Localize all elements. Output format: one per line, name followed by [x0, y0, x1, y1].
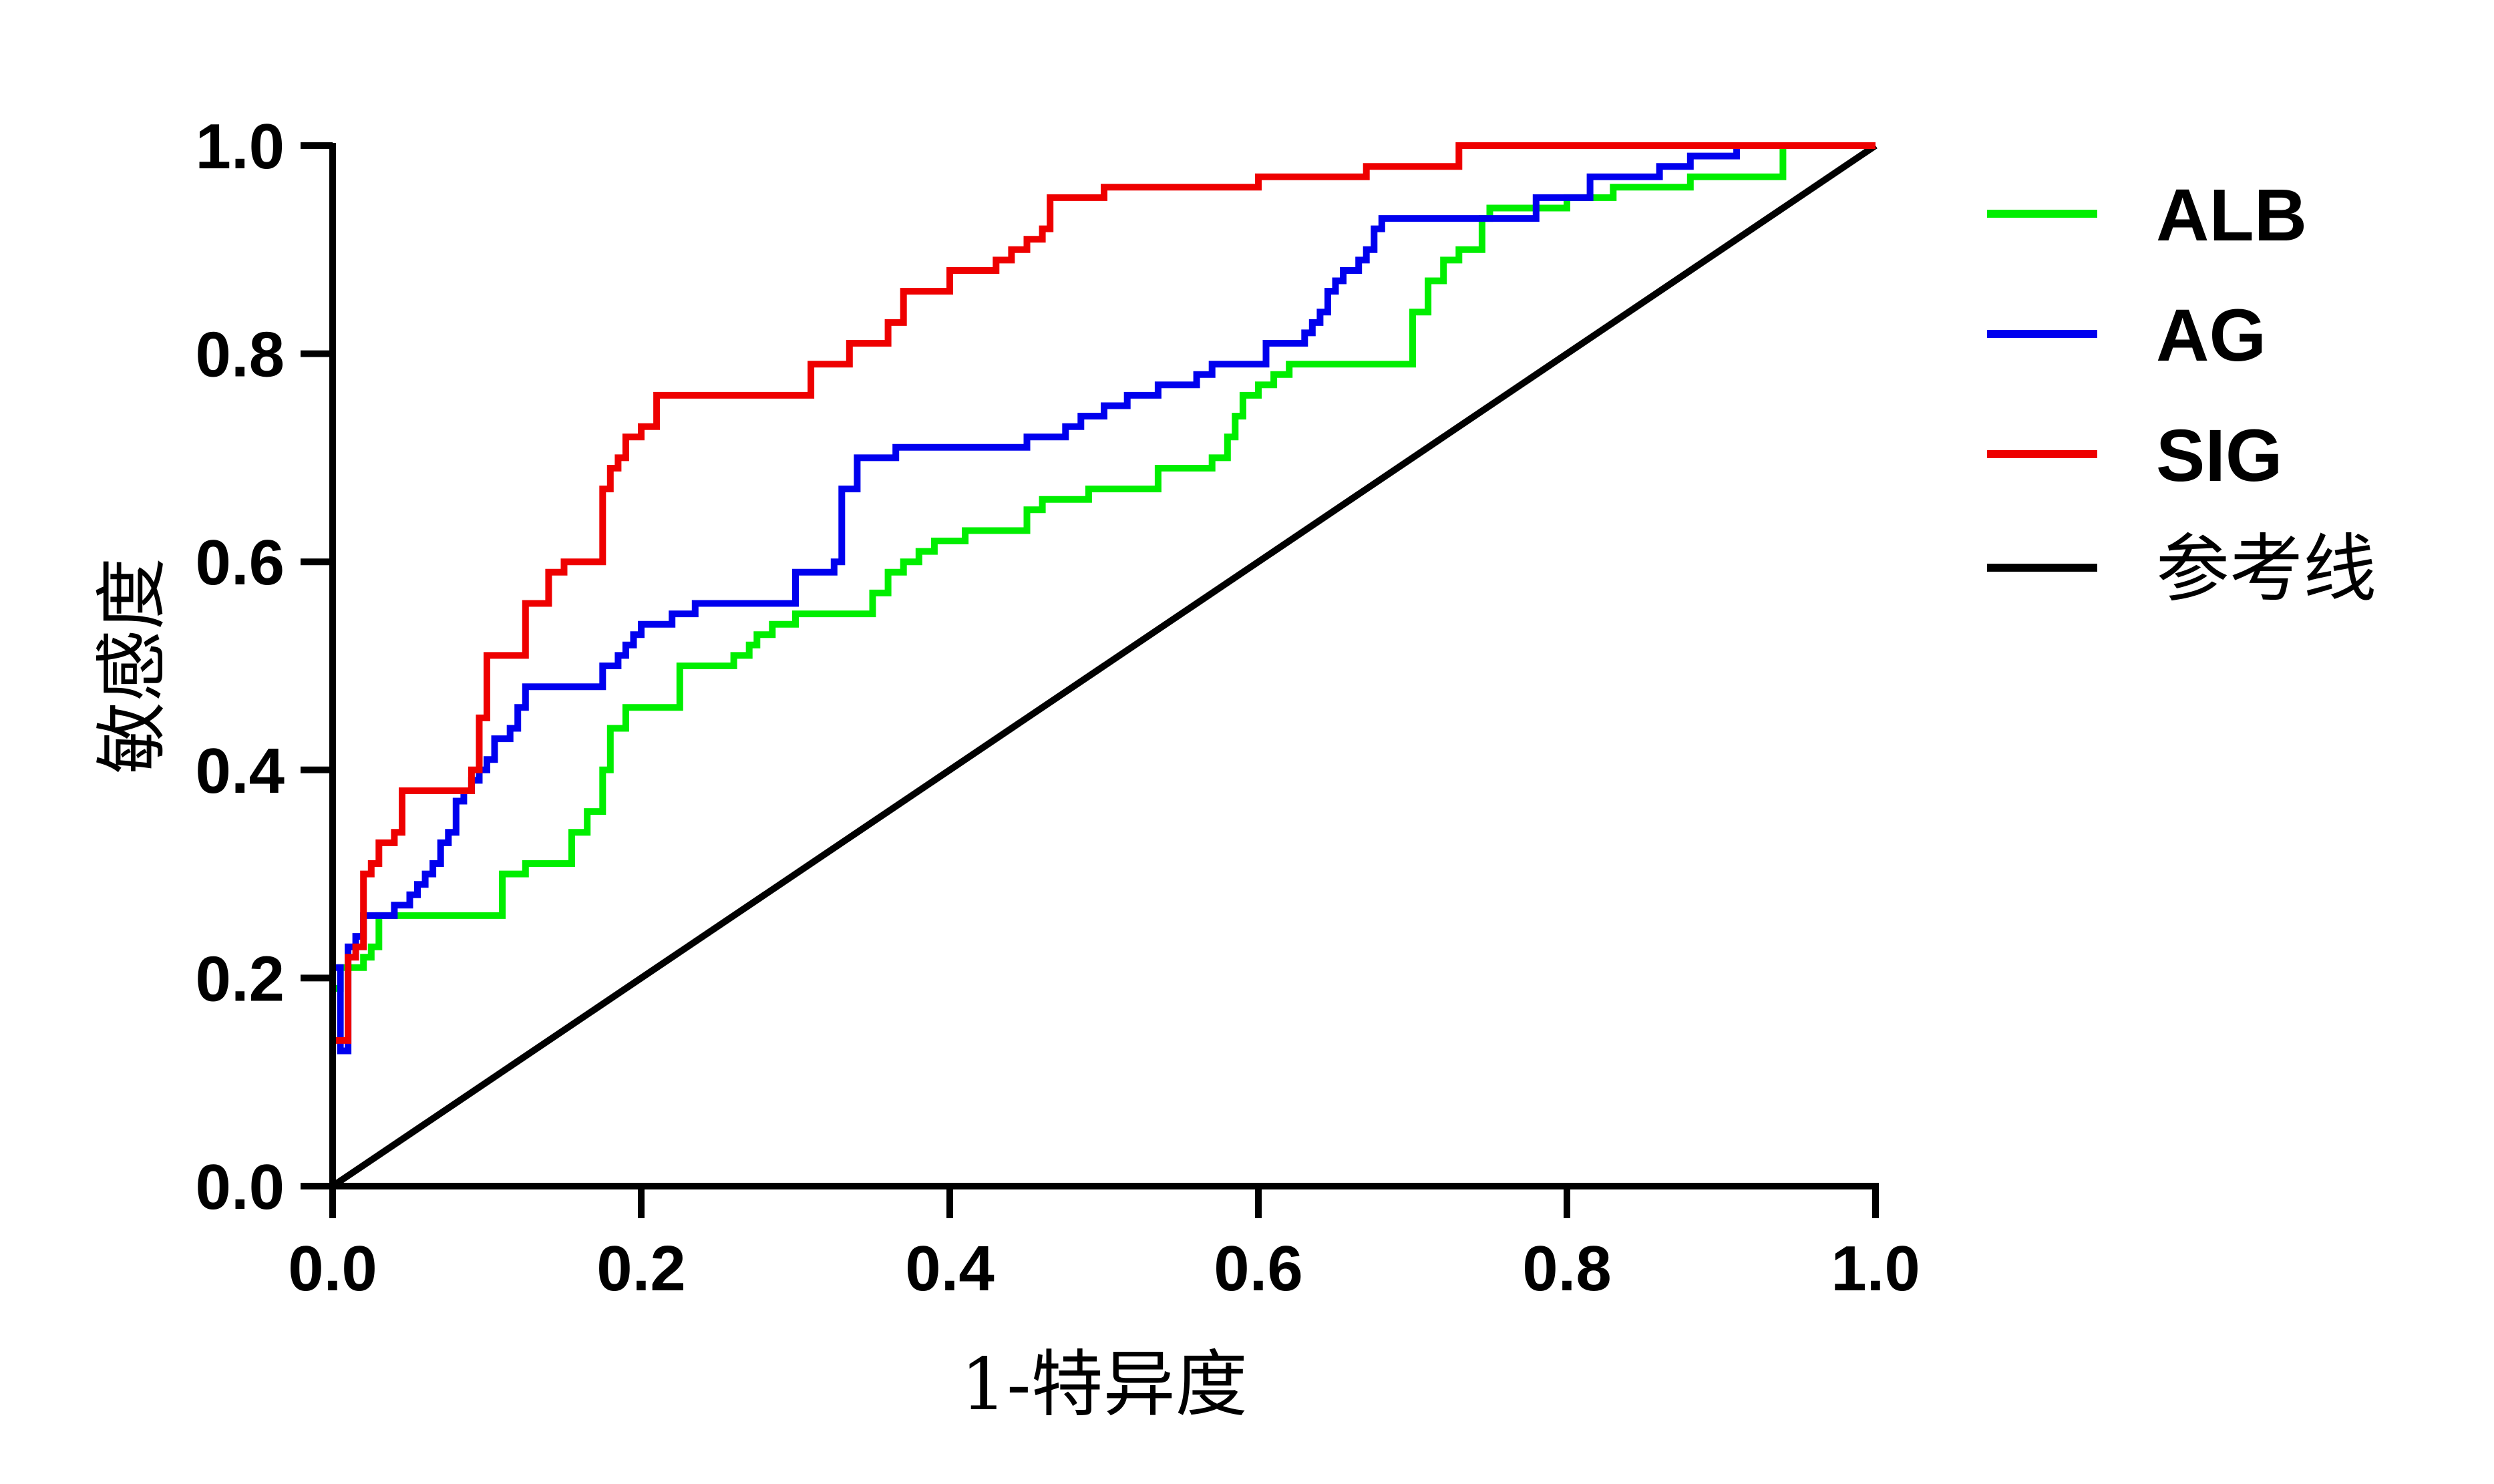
legend-label: ALB	[2156, 174, 2307, 256]
y-tick-label: 0.4	[196, 735, 285, 807]
legend: ALB AG SIG 参考线	[1987, 174, 2376, 612]
y-tick-label: 1.0	[196, 111, 285, 182]
series-line-1	[333, 142, 1876, 1055]
x-tick-label: 1.0	[1831, 1233, 1920, 1304]
legend-label: 参考线	[2156, 526, 2376, 612]
y-tick-label: 0.0	[196, 1151, 285, 1223]
y-tick-label: 0.2	[196, 943, 285, 1014]
x-tick-label: 0.8	[1522, 1233, 1611, 1304]
x-axis-title: 1-特异度	[960, 1343, 1247, 1427]
series-layer	[329, 142, 1878, 1189]
y-tick-label: 0.8	[196, 319, 285, 391]
legend-label: AG	[2156, 295, 2266, 377]
x-tick-label: 0.0	[288, 1233, 377, 1304]
y-tick-label: 0.6	[196, 527, 285, 598]
x-tick-label: 0.6	[1214, 1233, 1302, 1304]
legend-label: SIG	[2156, 415, 2283, 497]
x-tick-label: 0.4	[905, 1233, 994, 1304]
series-line-3	[331, 142, 1878, 1189]
series-line-2	[329, 142, 1876, 1186]
series-line-0	[333, 142, 1876, 992]
tick-labels: 0.0 0.2 0.4 0.6 0.8 1.0 0.0 0.2 0.4 0.6 0.8 1.0	[196, 111, 1920, 1304]
y-axis-title: 敏感度	[91, 558, 174, 774]
axes	[301, 142, 1879, 1218]
x-tick-label: 0.2	[596, 1233, 685, 1304]
